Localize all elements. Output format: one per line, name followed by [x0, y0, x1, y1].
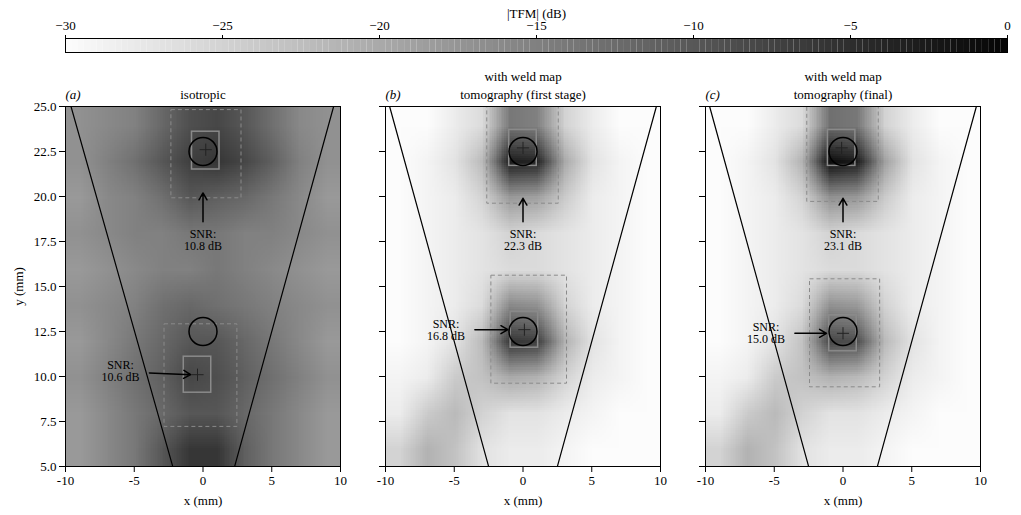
- svg-text:-10: -10: [57, 473, 74, 488]
- svg-text:(a): (a): [66, 87, 81, 102]
- svg-text:0: 0: [200, 473, 207, 488]
- svg-text:7.5: 7.5: [40, 414, 56, 429]
- svg-text:15.0: 15.0: [34, 279, 57, 294]
- svg-text:−30: −30: [55, 18, 75, 33]
- svg-text:5: 5: [269, 473, 276, 488]
- svg-text:−5: −5: [844, 18, 858, 33]
- svg-text:(c): (c): [706, 87, 720, 102]
- svg-text:SNR:10.6 dB: SNR:10.6 dB: [101, 358, 139, 384]
- svg-text:0: 0: [840, 473, 847, 488]
- svg-text:SNR:10.8 dB: SNR:10.8 dB: [184, 227, 222, 253]
- svg-text:x (mm): x (mm): [184, 493, 223, 508]
- svg-text:20.0: 20.0: [34, 189, 57, 204]
- svg-text:0: 0: [520, 473, 527, 488]
- svg-text:22.5: 22.5: [34, 144, 57, 159]
- svg-text:tomography (final): tomography (final): [794, 87, 893, 102]
- svg-text:-5: -5: [769, 473, 780, 488]
- svg-text:12.5: 12.5: [34, 324, 57, 339]
- svg-text:-5: -5: [449, 473, 460, 488]
- svg-text:−20: −20: [369, 18, 389, 33]
- svg-text:−15: −15: [526, 17, 547, 33]
- svg-text:25.0: 25.0: [34, 99, 57, 114]
- svg-text:17.5: 17.5: [34, 234, 57, 249]
- svg-text:(b): (b): [386, 87, 401, 102]
- svg-text:x (mm): x (mm): [504, 493, 543, 508]
- svg-text:y (mm): y (mm): [11, 267, 26, 306]
- svg-text:−25: −25: [212, 18, 232, 33]
- svg-text:with weld map: with weld map: [484, 69, 561, 84]
- svg-text:SNR:23.1 dB: SNR:23.1 dB: [824, 227, 862, 253]
- svg-text:10: 10: [334, 473, 347, 488]
- svg-text:10.0: 10.0: [34, 369, 57, 384]
- svg-text:SNR:15.0 dB: SNR:15.0 dB: [747, 320, 785, 346]
- svg-text:10: 10: [974, 473, 987, 488]
- svg-text:5: 5: [589, 473, 596, 488]
- svg-text:-5: -5: [129, 473, 140, 488]
- svg-text:0: 0: [1004, 18, 1011, 33]
- svg-text:SNR:16.8 dB: SNR:16.8 dB: [427, 317, 465, 343]
- svg-text:-10: -10: [697, 473, 714, 488]
- svg-text:x (mm): x (mm): [824, 493, 863, 508]
- svg-text:-10: -10: [377, 473, 394, 488]
- svg-text:5.0: 5.0: [40, 459, 56, 474]
- svg-text:−10: −10: [683, 18, 703, 33]
- svg-text:tomography (first stage): tomography (first stage): [460, 87, 586, 102]
- svg-text:5: 5: [909, 473, 916, 488]
- svg-text:isotropic: isotropic: [180, 87, 226, 102]
- svg-text:SNR:22.3 dB: SNR:22.3 dB: [504, 227, 542, 253]
- svg-text:|TFM| (dB): |TFM| (dB): [507, 6, 566, 21]
- svg-text:with weld map: with weld map: [804, 69, 881, 84]
- svg-text:10: 10: [654, 473, 667, 488]
